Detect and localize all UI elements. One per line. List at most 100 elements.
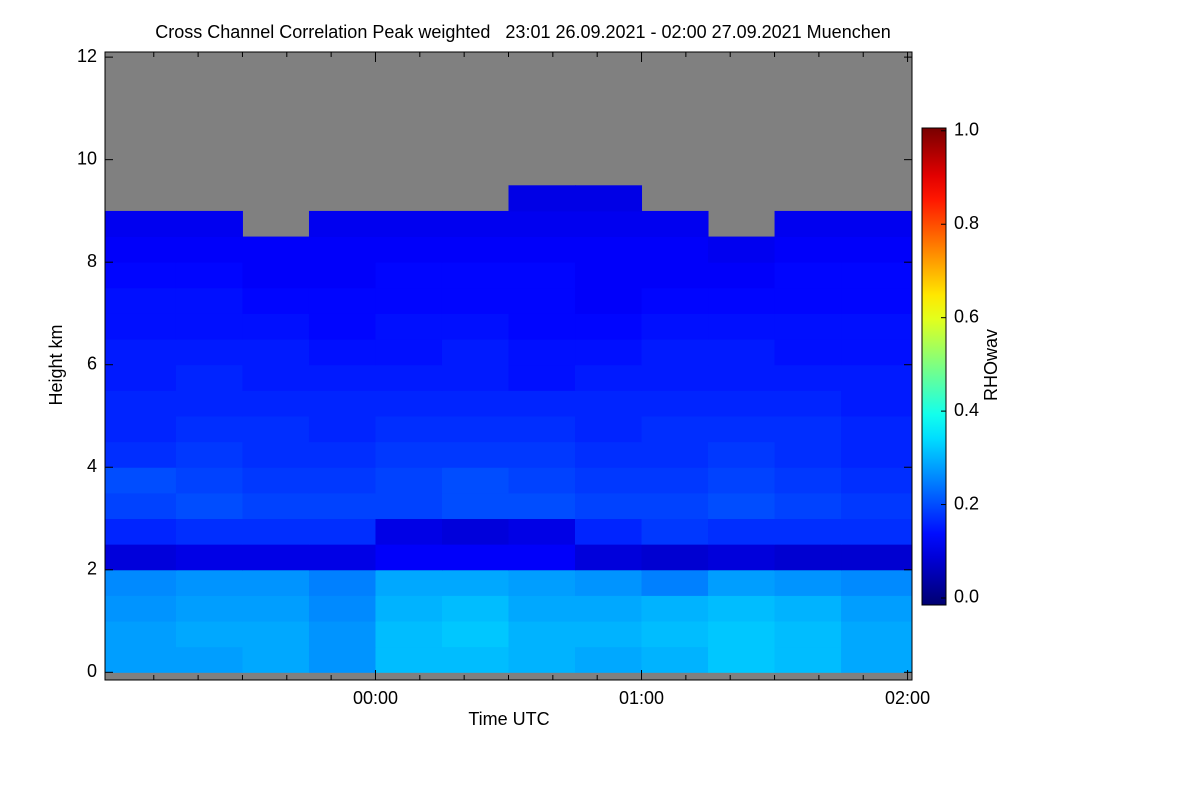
heatmap-cell (175, 339, 243, 366)
heatmap-cell (641, 236, 709, 263)
heatmap-cell (375, 415, 443, 443)
heatmap-cell (308, 646, 376, 673)
heatmap-cell (175, 287, 243, 314)
heatmap-cell (841, 595, 913, 622)
heatmap-cell (441, 313, 509, 340)
heatmap-cell (175, 236, 243, 263)
heatmap-cell (774, 415, 842, 443)
heatmap-cell (242, 441, 310, 468)
heatmap-cell (841, 518, 913, 545)
heatmap-cell (242, 262, 310, 289)
heatmap-cell (308, 467, 376, 494)
heatmap-cell (375, 595, 443, 622)
heatmap-cell (708, 441, 776, 468)
heatmap-cell (641, 544, 709, 571)
heatmap-cell (105, 210, 177, 238)
heatmap-cell (175, 595, 243, 622)
heatmap-cell (575, 415, 643, 443)
heatmap-cell (175, 646, 243, 673)
heatmap-cell (774, 569, 842, 596)
heatmap-cell (508, 185, 576, 212)
colorbar (921, 127, 947, 606)
heatmap-cell (375, 646, 443, 673)
heatmap-cell (708, 621, 776, 648)
heatmap-cell (774, 262, 842, 289)
heatmap-cell (308, 313, 376, 340)
heatmap-cell (575, 621, 643, 648)
heatmap-cell (774, 544, 842, 571)
heatmap-cell (841, 390, 913, 417)
heatmap-cell (242, 287, 310, 314)
heatmap-cell (308, 339, 376, 366)
heatmap-cell (774, 595, 842, 622)
heatmap-cell (508, 518, 576, 545)
heatmap-cell (308, 236, 376, 263)
heatmap-cell (242, 313, 310, 340)
heatmap-cell (242, 415, 310, 443)
heatmap-cell (375, 492, 443, 520)
heatmap-cell (242, 595, 310, 622)
heatmap-cell (175, 364, 243, 391)
heatmap-cell (641, 569, 709, 596)
heatmap-cell (105, 262, 177, 289)
heatmap-cell (175, 467, 243, 494)
heatmap-cell (575, 544, 643, 571)
heatmap-cell (575, 646, 643, 673)
heatmap-cell (774, 621, 842, 648)
heatmap-cell (175, 210, 243, 238)
heatmap-cell (708, 518, 776, 545)
heatmap-cell (774, 364, 842, 391)
heatmap-cell (242, 646, 310, 673)
heatmap-cell (441, 467, 509, 494)
heatmap-cell (308, 518, 376, 545)
heatmap-cell (575, 185, 643, 212)
y-tick-label: 8 (87, 251, 97, 271)
heatmap-cell (641, 339, 709, 366)
colorbar-tick-label: 1.0 (954, 120, 979, 140)
heatmap-cell (105, 518, 177, 545)
heatmap-cell (105, 390, 177, 417)
heatmap-cell (441, 287, 509, 314)
heatmap-cell (575, 595, 643, 622)
heatmap-cell (641, 415, 709, 443)
heatmap-cell (708, 364, 776, 391)
x-tick-label: 00:00 (353, 688, 398, 708)
heatmap-cell (242, 544, 310, 571)
heatmap-cell (308, 364, 376, 391)
heatmap-cell (575, 467, 643, 494)
heatmap-cell (575, 262, 643, 289)
heatmap-cell (841, 339, 913, 366)
heatmap-cell (441, 364, 509, 391)
y-tick-label: 12 (77, 46, 97, 66)
y-tick-label: 0 (87, 661, 97, 681)
heatmap-cell (105, 544, 177, 571)
colorbar-tick-label: 0.4 (954, 400, 979, 420)
heatmap-cell (841, 621, 913, 648)
heatmap-cell (774, 210, 842, 238)
heatmap-cell (575, 492, 643, 520)
heatmap-cell (508, 646, 576, 673)
heatmap-cell (308, 287, 376, 314)
heatmap-cell (441, 210, 509, 238)
x-tick-label: 01:00 (619, 688, 664, 708)
heatmap-cell (508, 262, 576, 289)
heatmap-cell (175, 390, 243, 417)
heatmap-cell (308, 262, 376, 289)
heatmap-cell (575, 441, 643, 468)
colorbar-tick-label: 0.0 (954, 587, 979, 607)
heatmap-cell (508, 236, 576, 263)
heatmap-cell (708, 390, 776, 417)
heatmap-cell (641, 646, 709, 673)
heatmap-cell (641, 621, 709, 648)
heatmap-cell (508, 339, 576, 366)
heatmap-cell (375, 339, 443, 366)
colorbar-tick-label: 0.8 (954, 213, 979, 233)
heatmap-cell (508, 595, 576, 622)
heatmap-cell (441, 492, 509, 520)
colorbar-label: RHOwav (981, 329, 1001, 401)
colorbar-tick-label: 0.6 (954, 306, 979, 326)
heatmap-cell (508, 544, 576, 571)
heatmap-cell (308, 210, 376, 238)
heatmap-cell (308, 544, 376, 571)
